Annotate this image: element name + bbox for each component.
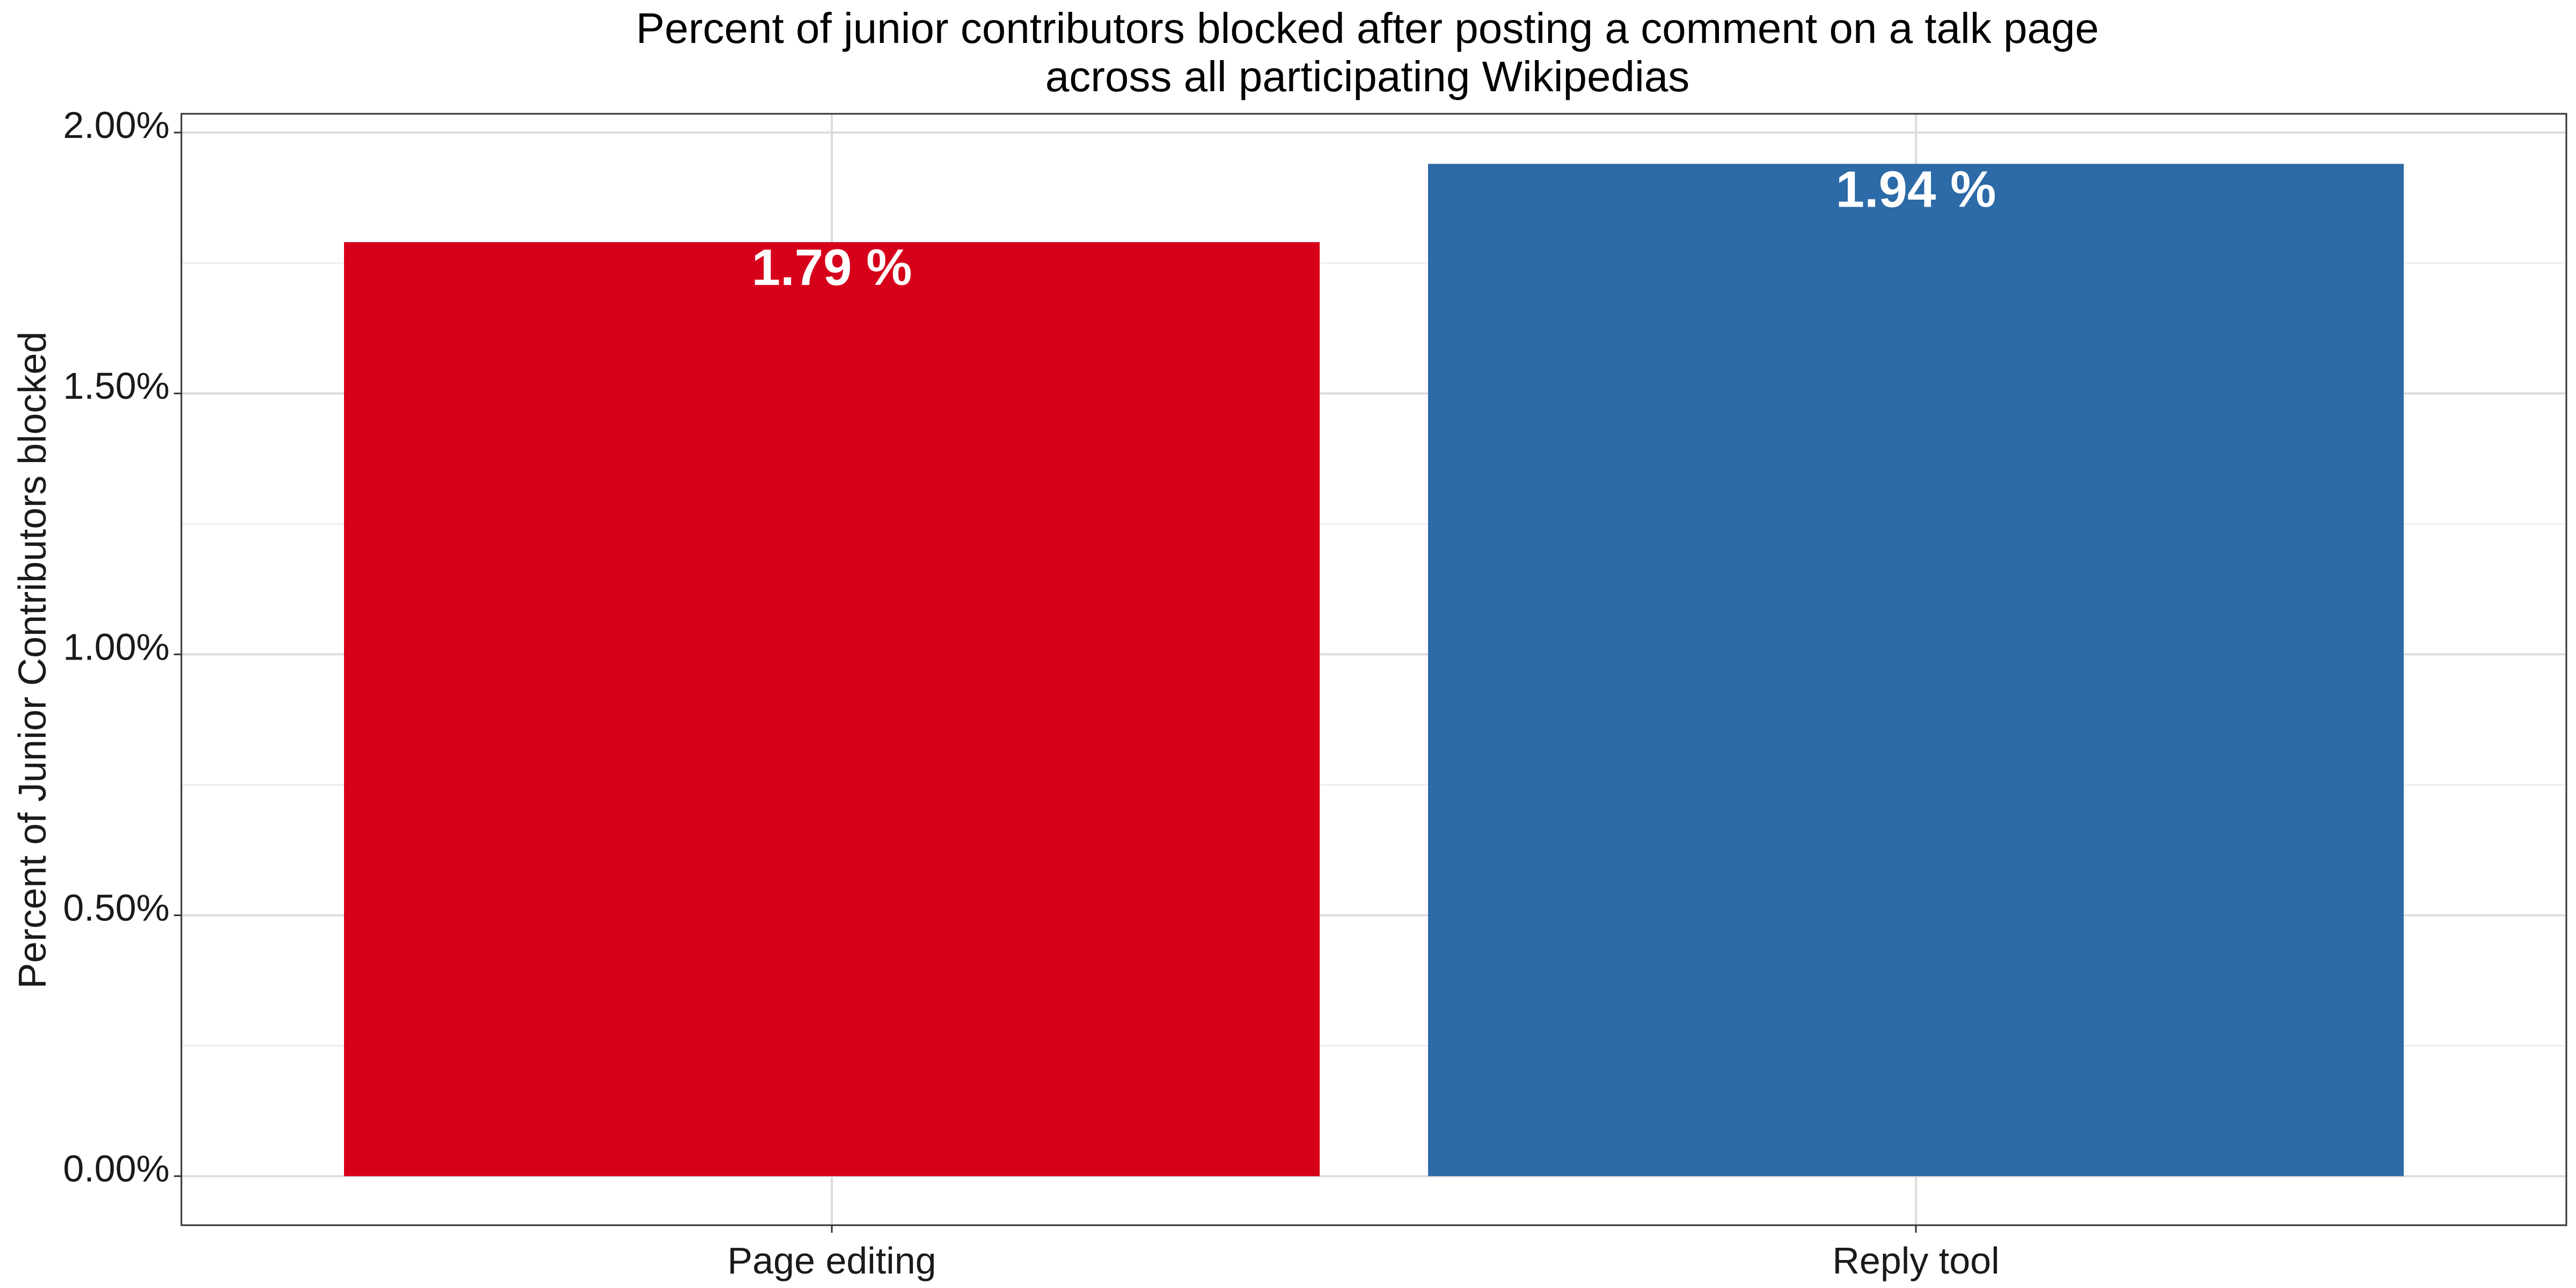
y-tick-label: 2.00% (63, 104, 170, 146)
y-tick-label: 0.00% (63, 1148, 170, 1190)
chart-title: Percent of junior contributors blocked a… (636, 4, 2099, 52)
y-axis-title: Percent of Junior Contributors blocked (11, 332, 54, 989)
x-tick-label: Page editing (727, 1240, 936, 1282)
y-tick-label: 1.00% (63, 626, 170, 668)
data-label: 1.79 % (752, 239, 912, 296)
plot-panel-border (180, 113, 2567, 1226)
y-tick-label: 1.50% (63, 365, 170, 407)
chart-subtitle: across all participating Wikipedias (1045, 53, 1690, 100)
y-tick-label: 0.50% (63, 887, 170, 928)
bar-page-editing (344, 242, 1320, 1176)
bar-reply-tool (1428, 164, 2404, 1176)
data-label: 1.94 % (1836, 160, 1996, 218)
x-tick-label: Reply tool (1832, 1240, 1999, 1282)
plot-area: 1.79 % 1.94 % 0.00% 0.50% 1.00% 1.50% 2.00% Pag… (63, 104, 2567, 1282)
